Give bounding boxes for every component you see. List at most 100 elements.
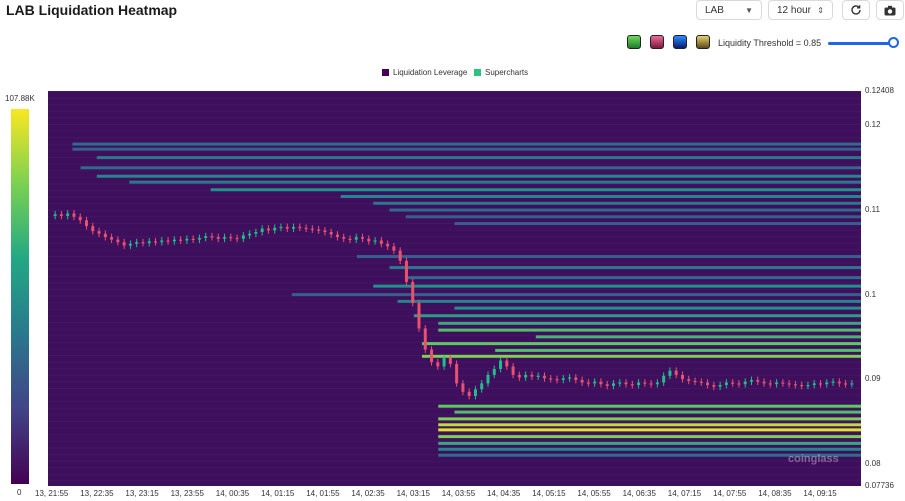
candle-body	[417, 303, 421, 329]
liquidity-band	[129, 180, 861, 184]
heatmap-texture-line	[48, 163, 861, 165]
candle-body	[260, 228, 264, 233]
page-title: LAB Liquidation Heatmap	[6, 2, 178, 18]
heatmap-texture-line	[48, 289, 861, 290]
candle-body	[787, 383, 791, 385]
candle-body	[241, 235, 245, 239]
symbol-select[interactable]: LAB ▼	[696, 0, 762, 20]
interval-select[interactable]: 12 hour ⇕	[768, 0, 833, 20]
y-tick-label: 0.1	[865, 289, 877, 299]
candle-body	[266, 228, 270, 231]
candle-body	[285, 226, 289, 229]
candle-body	[499, 360, 503, 369]
legend-item-supercharts[interactable]: Supercharts	[474, 68, 528, 77]
candle-body	[78, 216, 82, 221]
interval-select-value: 12 hour	[777, 4, 811, 16]
palette-pink-button[interactable]	[650, 35, 664, 49]
candle-body	[248, 233, 252, 236]
heatmap-texture-line	[48, 130, 861, 132]
candle-body	[467, 391, 471, 397]
candle-body	[461, 383, 465, 392]
x-tick-label: 14, 01:55	[306, 489, 340, 498]
candle-body	[59, 214, 63, 216]
candle-body	[756, 379, 760, 382]
candle-body	[436, 362, 440, 367]
liquidity-band	[438, 447, 861, 451]
camera-icon	[884, 5, 896, 15]
candle-body	[712, 385, 716, 387]
palette-gold-button[interactable]	[696, 35, 710, 49]
threshold-slider[interactable]	[828, 42, 896, 45]
candle-body	[154, 241, 158, 243]
heatmap-texture-line	[48, 480, 861, 482]
heatmap-texture-line	[48, 183, 861, 185]
candle-body	[53, 214, 57, 216]
candle-body	[223, 237, 227, 239]
candle-body	[204, 236, 208, 238]
heatmap-texture-line	[48, 104, 861, 106]
candle-body	[818, 383, 822, 385]
refresh-button[interactable]	[842, 0, 870, 20]
heatmap-plot[interactable]: coinglass	[48, 91, 861, 486]
heatmap-texture-line	[48, 348, 861, 350]
candle-body	[718, 385, 722, 387]
candle-body	[561, 378, 565, 380]
threshold-slider-handle[interactable]	[888, 37, 899, 48]
candle-body	[731, 382, 735, 384]
candle-body	[511, 366, 515, 375]
candle-body	[593, 381, 597, 384]
heatmap-texture-line	[48, 229, 861, 231]
liquidity-band	[438, 453, 861, 457]
candle-body	[386, 243, 390, 247]
candle-body	[141, 242, 145, 244]
candle-body	[831, 381, 835, 383]
candle-body	[599, 381, 603, 385]
candle-body	[480, 383, 484, 390]
palette-green-button[interactable]	[627, 35, 641, 49]
candle-body	[706, 382, 710, 386]
candle-body	[473, 389, 477, 397]
heatmap-texture-line	[48, 427, 861, 429]
heatmap-texture-line	[48, 124, 861, 125]
legend-item-leverage[interactable]: Liquidation Leverage	[382, 68, 467, 77]
candle-body	[197, 237, 201, 240]
heatmap-texture-line	[48, 368, 861, 370]
y-tick-label: 0.07736	[865, 481, 894, 490]
heatmap-texture-line	[48, 361, 861, 363]
heatmap-svg	[48, 91, 861, 482]
screenshot-button[interactable]	[876, 0, 904, 20]
heatmap-texture-line	[48, 440, 861, 442]
liquidity-band	[421, 342, 861, 346]
liquidity-band	[438, 328, 861, 332]
heatmap-texture-line	[48, 170, 861, 172]
heatmap-texture-line	[48, 374, 861, 376]
candle-body	[317, 229, 321, 231]
candle-body	[837, 381, 841, 384]
palette-blue-button[interactable]	[673, 35, 687, 49]
candle-body	[335, 234, 339, 238]
liquidity-band	[413, 314, 861, 318]
candle-body	[361, 237, 365, 239]
legend-swatch	[382, 69, 389, 76]
liquidity-band	[438, 435, 861, 439]
candle-body	[348, 238, 352, 240]
candle-body	[128, 243, 132, 246]
liquidity-band	[210, 188, 861, 192]
candle-body	[279, 226, 283, 229]
candle-body	[505, 360, 509, 367]
candle-body	[486, 374, 490, 384]
liquidity-band	[72, 147, 861, 151]
candle-body	[147, 241, 151, 244]
candle-body	[273, 227, 277, 231]
candle-body	[379, 240, 383, 244]
y-tick-label: 0.12	[865, 120, 881, 130]
candle-body	[806, 385, 810, 387]
y-tick-label: 0.12408	[865, 86, 894, 95]
candle-body	[524, 374, 528, 378]
candle-body	[398, 250, 402, 261]
heatmap-texture-line	[48, 434, 861, 436]
candle-body	[304, 227, 308, 229]
threshold-label: Liquidity Threshold = 0.85	[718, 38, 822, 48]
heatmap-texture-line	[48, 137, 861, 139]
heatmap-texture-line	[48, 394, 861, 396]
